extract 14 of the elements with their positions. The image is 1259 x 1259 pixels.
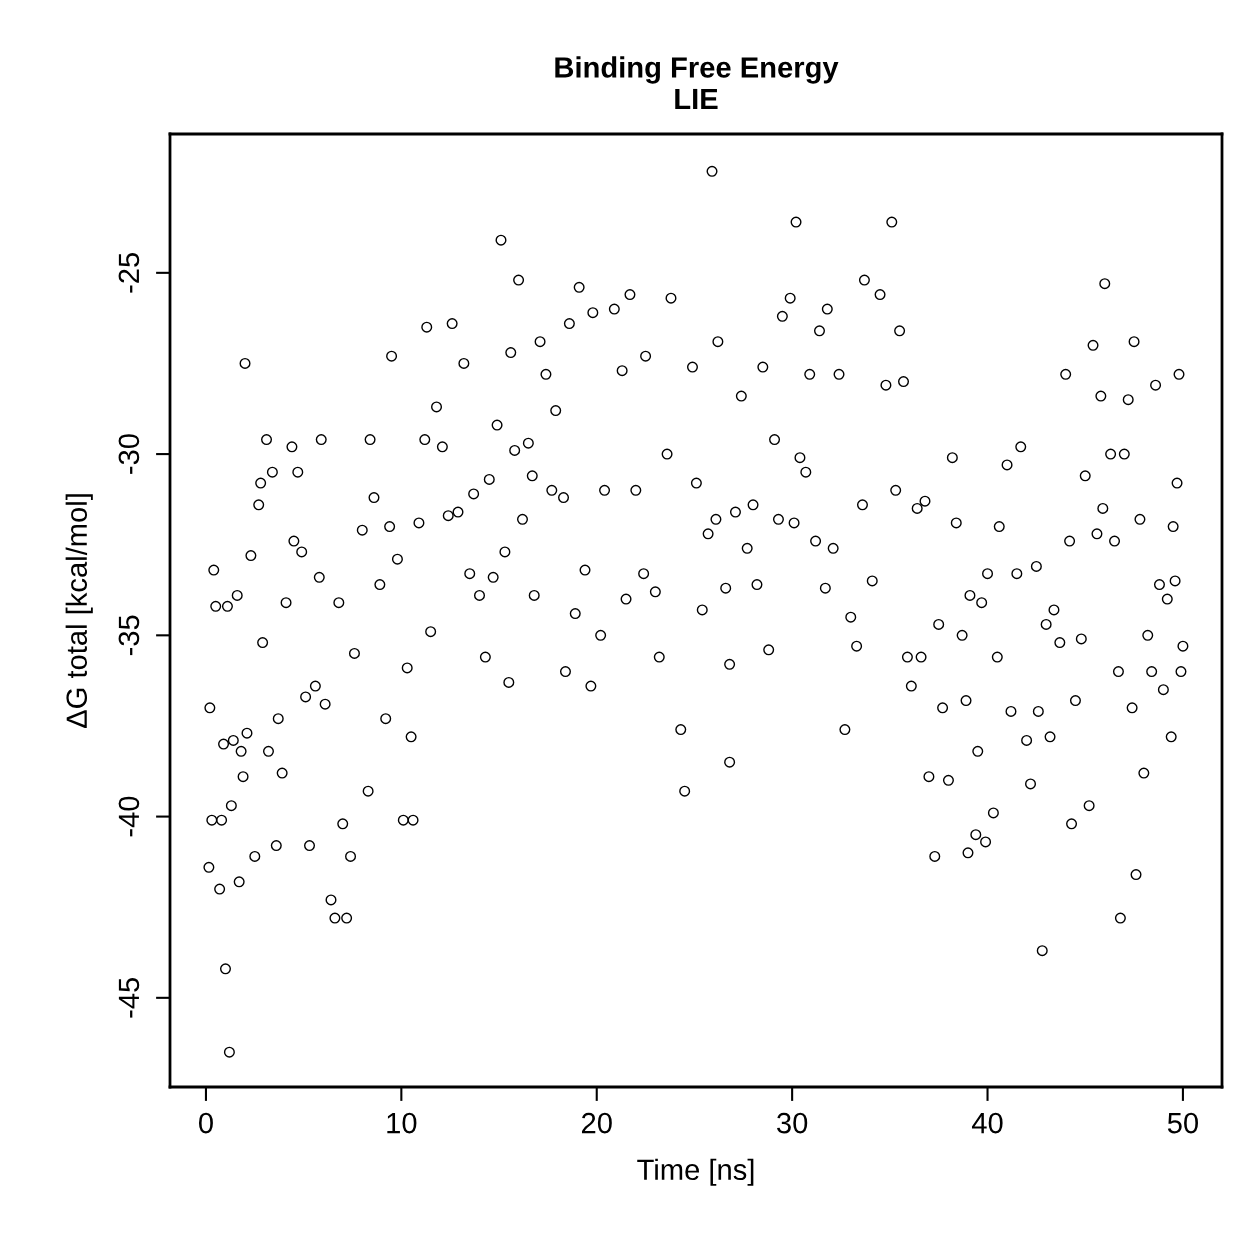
x-tick-label: 0 — [198, 1112, 213, 1134]
chart-title: Binding Free Energy LIE — [555, 56, 839, 109]
y-tick-label: -45 — [118, 977, 140, 1018]
x-tick-label: 10 — [387, 1112, 417, 1134]
y-tick-label: -30 — [118, 434, 140, 474]
x-tick-label: 40 — [971, 1112, 1003, 1134]
x-tick-label: 20 — [581, 1112, 612, 1134]
x-axis-title: Time [ns] — [637, 1158, 754, 1186]
y-tick-label: -40 — [118, 796, 140, 837]
y-axis-title: ΔG total [kcal/mol] — [65, 494, 93, 728]
x-tick-label: 30 — [777, 1112, 808, 1134]
y-tick-label: -35 — [118, 615, 140, 656]
x-tick-label: 50 — [1167, 1112, 1198, 1134]
y-tick-label: -25 — [118, 252, 140, 293]
